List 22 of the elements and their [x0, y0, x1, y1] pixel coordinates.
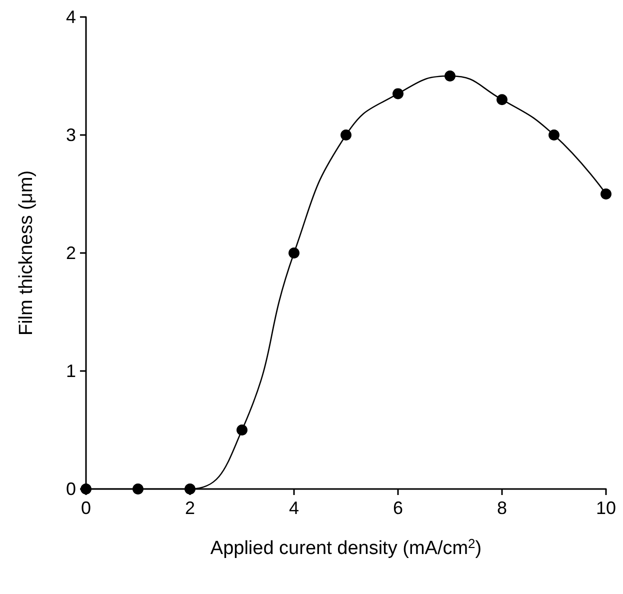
y-tick-label: 0 [66, 479, 76, 499]
point [496, 94, 508, 106]
point [288, 248, 300, 258]
y-axis-title: Film thickness (μm) [16, 170, 37, 336]
point [132, 484, 144, 494]
x-tick-label: 0 [80, 498, 92, 518]
point [600, 188, 612, 200]
point [236, 424, 248, 436]
y-tick-label: 2 [66, 243, 76, 263]
x-tick-label: 6 [392, 498, 404, 518]
point [444, 70, 456, 82]
x-tick-label: 4 [288, 498, 300, 518]
point [340, 130, 352, 140]
point [548, 130, 560, 140]
point [184, 484, 196, 494]
y-tick-label: 1 [66, 361, 76, 381]
x-tick-label: 2 [184, 498, 196, 518]
x-tick-label: 10 [596, 498, 616, 518]
x-tick-label: 8 [496, 498, 508, 518]
point [392, 88, 404, 100]
y-tick-label: 3 [66, 125, 76, 145]
y-tick-label: 4 [66, 7, 76, 27]
